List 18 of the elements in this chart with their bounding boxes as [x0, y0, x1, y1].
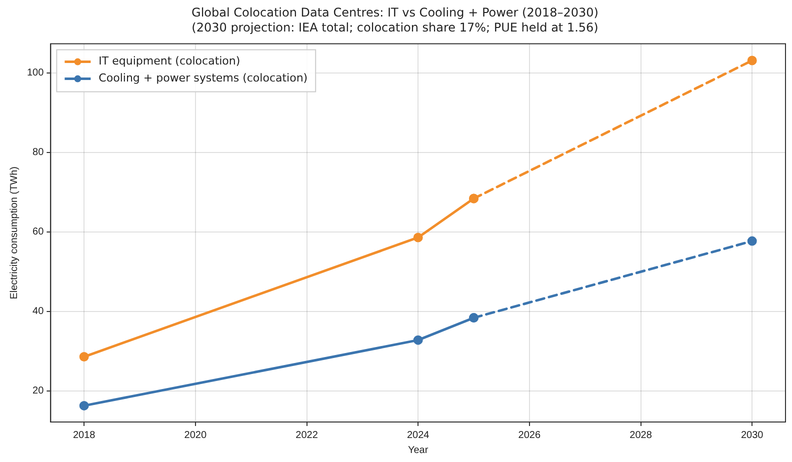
legend-label: Cooling + power systems (colocation): [98, 72, 308, 85]
y-axis-title: Electricity consumption (TWh): [8, 166, 20, 300]
y-tick-label: 20: [32, 386, 44, 397]
chart-title: Global Colocation Data Centres: IT vs Cooling + Power (2018–2030): [192, 5, 598, 20]
y-tick-label: 40: [32, 306, 44, 318]
y-tick-label: 100: [26, 68, 44, 79]
x-tick-label: 2020: [184, 430, 207, 441]
legend-label: IT equipment (colocation): [98, 54, 240, 68]
x-tick-label: 2022: [296, 430, 318, 441]
x-tick-label: 2024: [406, 430, 430, 441]
x-axis-title: Year: [408, 444, 429, 456]
x-tick-label: 2030: [740, 430, 764, 441]
x-tick-label: 2018: [72, 430, 96, 441]
y-tick-label: 80: [32, 147, 44, 158]
x-tick-label: 2028: [630, 430, 652, 441]
x-tick-label: 2026: [518, 430, 541, 441]
chart-subtitle: (2030 projection: IEA total; colocation share 17%; PUE held at 1.56): [192, 20, 598, 35]
y-tick-label: 60: [32, 226, 44, 238]
